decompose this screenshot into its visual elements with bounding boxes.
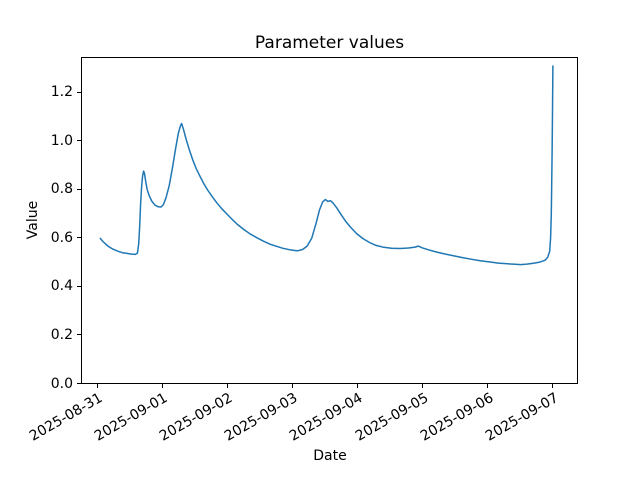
x-tick-label: 2025-09-05 (352, 389, 431, 445)
y-tick-mark (76, 237, 81, 239)
x-tick-mark (422, 384, 424, 388)
y-tick-label: 1.0 (50, 132, 73, 149)
x-tick-mark (552, 384, 554, 388)
series-line (99, 65, 554, 266)
y-tick-mark (76, 140, 81, 142)
x-tick-mark (357, 384, 359, 388)
x-tick-mark (292, 384, 294, 388)
x-tick-label: 2025-09-04 (287, 389, 366, 445)
x-tick-mark (162, 384, 164, 388)
y-tick-label: 0.6 (50, 229, 73, 246)
x-tick-mark (487, 384, 489, 388)
x-tick-mark (227, 384, 229, 388)
y-tick-mark (76, 91, 81, 93)
y-tick-mark (76, 334, 81, 336)
y-tick-label: 0.2 (50, 326, 73, 343)
y-axis-label: Value (25, 200, 41, 240)
y-tick-mark (76, 188, 81, 190)
x-tick-label: 2025-09-06 (417, 389, 496, 445)
y-tick-mark (76, 285, 81, 287)
y-tick-label: 0.4 (50, 278, 73, 295)
y-tick-label: 0.8 (50, 181, 73, 198)
series-polyline-parameter-value (99, 65, 554, 266)
y-tick-label: 1.2 (50, 84, 73, 101)
x-tick-label: 2025-09-07 (482, 389, 561, 445)
chart-title: Parameter values (254, 33, 405, 53)
x-axis-label: Date (313, 448, 347, 464)
y-tick-label: 0.0 (50, 375, 73, 392)
y-tick-mark (76, 383, 81, 384)
x-tick-mark (97, 384, 99, 388)
plot-area (81, 57, 578, 384)
